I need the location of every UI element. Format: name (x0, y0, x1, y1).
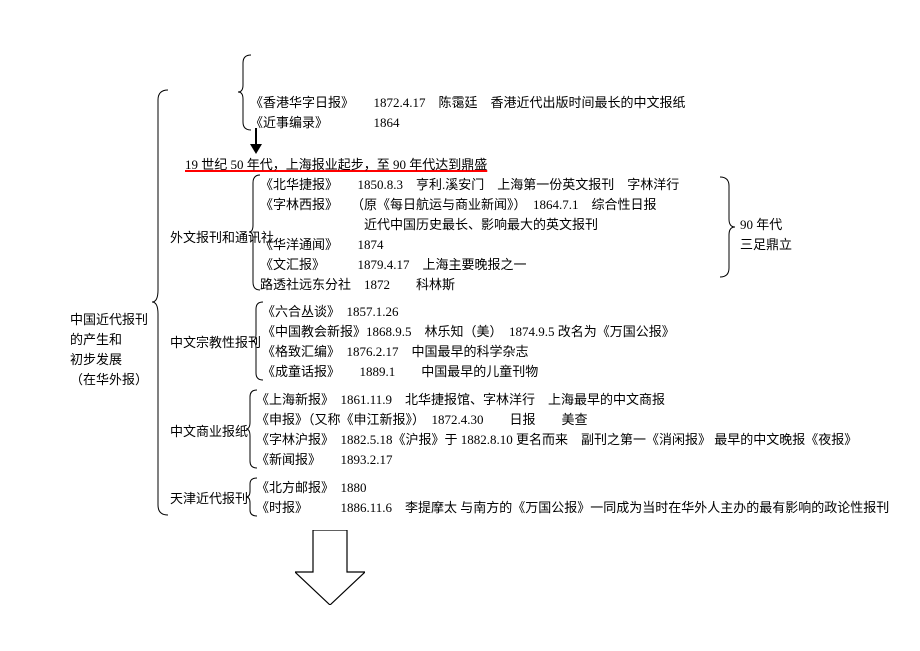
c4-row-1: 《北方邮报》 1880 (256, 478, 367, 498)
cat4-label: 天津近代报刊 (170, 489, 248, 509)
c2-row-4: 《成童话报》 1889.1 中国最早的儿童刊物 (262, 362, 538, 382)
brace-cat1 (249, 175, 263, 290)
c1-row-3: 《华洋通闻》 1874 (260, 235, 384, 255)
c4-row-2: 《时报》 1886.11.6 李提摩太 与南方的《万国公报》一同成为当时在华外人… (256, 498, 889, 518)
brace-main (152, 90, 172, 515)
c2-row-2: 《中国教会新报》1868.9.5 林乐知（美） 1874.9.5 改名为《万国公… (262, 322, 675, 342)
c2-row-1: 《六合丛谈》 1857.1.26 (262, 302, 399, 322)
c1-row-2b: 近代中国历史最长、影响最大的英文报刊 (260, 215, 598, 235)
c3-row-3: 《字林沪报》 1882.5.18《沪报》于 1882.8.10 更名而来 副刊之… (256, 430, 857, 450)
c1-row-2a: 《字林西报》 （原《每日航运与商业新闻》） 1864.7.1 综合性日报 (260, 195, 657, 215)
cat2-label: 中文宗教性报刊 (170, 333, 261, 353)
c2-row-3: 《格致汇编》 1876.2.17 中国最早的科学杂志 (262, 342, 529, 362)
arrow-down-small (248, 128, 264, 154)
hk-row-2: 《近事编录》 1864 (250, 113, 400, 133)
note-row-2: 三足鼎立 (740, 235, 792, 255)
root-label-line2: 的产生和 (70, 330, 122, 350)
c1-row-1: 《北华捷报》 1850.8.3 亨利.溪安门 上海第一份英文报刊 字林洋行 (260, 175, 679, 195)
c3-row-2: 《申报》（又称《申江新报》） 1872.4.30 日报 美查 (256, 410, 588, 430)
c3-row-4: 《新闻报》 1893.2.17 (256, 450, 393, 470)
brace-cat2 (252, 302, 266, 380)
shanghai-header: 19 世纪 50 年代，上海报业起步，至 90 年代达到鼎盛 (185, 155, 487, 175)
brace-hk (238, 55, 254, 130)
c1-row-5: 路透社远东分社 1872 科林斯 (260, 275, 455, 295)
root-label-line1: 中国近代报刊 (70, 310, 148, 330)
brace-cat4 (246, 478, 260, 516)
c3-row-1: 《上海新报》 1861.11.9 北华捷报馆、字林洋行 上海最早的中文商报 (256, 390, 665, 410)
root-label-line4: （在华外报） (70, 370, 148, 390)
note-row-1: 90 年代 (740, 215, 782, 235)
c1-row-4: 《文汇报》 1879.4.17 上海主要晚报之一 (260, 255, 527, 275)
cat3-label: 中文商业报纸 (170, 422, 248, 442)
hk-row-1: 《香港华字日报》 1872.4.17 陈霭廷 香港近代出版时间最长的中文报纸 (250, 93, 686, 113)
brace-right-note (720, 177, 736, 277)
arrow-down-large (295, 530, 365, 605)
root-label-line3: 初步发展 (70, 350, 122, 370)
brace-cat3 (246, 390, 260, 468)
